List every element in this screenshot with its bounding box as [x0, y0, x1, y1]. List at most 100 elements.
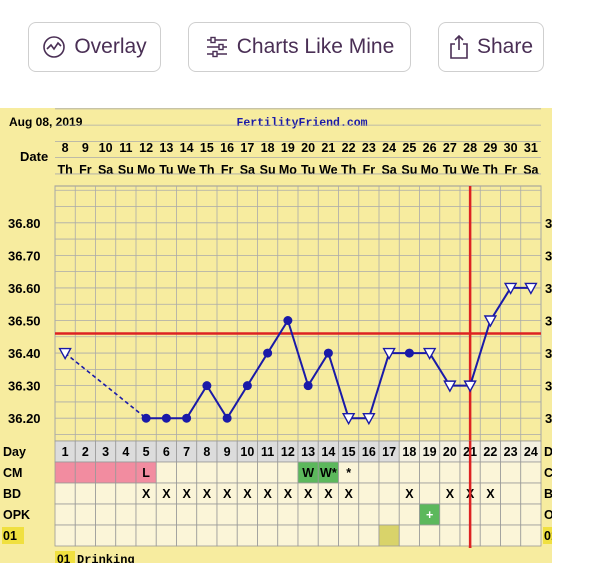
bd-cell[interactable] [95, 482, 117, 505]
temp-point-open[interactable] [422, 347, 437, 361]
r01-cell[interactable] [500, 524, 522, 547]
temp-point-open[interactable] [382, 347, 396, 361]
temp-point-open[interactable] [524, 282, 538, 295]
temp-point-open[interactable] [503, 282, 518, 295]
r01-cell[interactable] [520, 524, 542, 547]
r01-cell[interactable] [277, 524, 299, 547]
temp-point-open[interactable] [341, 413, 356, 426]
opk-cell[interactable] [277, 503, 299, 526]
bd-cell[interactable] [500, 482, 522, 505]
opk-cell[interactable] [317, 503, 339, 526]
temp-point[interactable] [141, 413, 151, 423]
bd-cell[interactable] [419, 482, 441, 505]
temp-point[interactable] [283, 316, 293, 325]
cm-cell[interactable] [398, 461, 420, 484]
temp-point-open[interactable] [443, 380, 457, 393]
cm-cell[interactable] [74, 461, 96, 484]
temp-point[interactable] [222, 413, 232, 423]
cm-cell[interactable] [439, 461, 461, 484]
opk-cell[interactable] [479, 503, 501, 526]
temp-point[interactable] [161, 413, 171, 423]
opk-cell[interactable] [520, 503, 542, 526]
bd-cell[interactable] [115, 482, 137, 505]
temp-point-open[interactable] [58, 347, 72, 361]
opk-cell[interactable] [338, 503, 360, 526]
temp-point[interactable] [182, 413, 192, 423]
opk-cell[interactable] [500, 503, 522, 526]
r01-cell[interactable] [155, 524, 177, 547]
opk-cell[interactable] [176, 503, 198, 526]
cm-cell[interactable] [378, 461, 400, 484]
temp-point[interactable] [263, 348, 273, 358]
r01-cell[interactable] [358, 524, 380, 547]
cm-cell[interactable] [115, 461, 137, 484]
opk-cell[interactable] [398, 503, 420, 526]
overlay-button[interactable]: Overlay [28, 22, 161, 72]
share-button[interactable]: Share [438, 22, 544, 72]
cm-cell[interactable] [500, 461, 522, 484]
temp-point-open[interactable] [483, 315, 498, 328]
r01-cell[interactable] [297, 524, 319, 547]
opk-cell[interactable] [54, 503, 76, 526]
bd-cell[interactable] [520, 482, 542, 505]
charts-like-mine-button[interactable]: Charts Like Mine [188, 22, 411, 72]
temp-point-open[interactable] [362, 413, 376, 426]
temp-point[interactable] [202, 381, 212, 391]
cm-cell[interactable] [419, 461, 441, 484]
r01-cell[interactable] [115, 524, 137, 547]
temp-point[interactable] [323, 348, 333, 358]
cm-cell[interactable] [236, 461, 258, 484]
weekday-label: We [177, 163, 196, 177]
temp-point-open[interactable] [463, 380, 477, 393]
opk-cell[interactable] [135, 503, 157, 526]
bd-cell[interactable] [358, 482, 380, 505]
opk-cell[interactable] [257, 503, 279, 526]
r01-cell[interactable] [176, 524, 198, 547]
r01-cell[interactable] [216, 524, 238, 547]
bd-cell[interactable] [54, 482, 76, 505]
r01-cell[interactable] [54, 524, 76, 547]
series-segment [226, 385, 249, 419]
opk-cell[interactable] [155, 503, 177, 526]
opk-cell[interactable] [378, 503, 400, 526]
r01-cell[interactable] [378, 524, 400, 547]
opk-cell[interactable] [216, 503, 238, 526]
cm-cell[interactable] [196, 461, 218, 484]
temp-point[interactable] [303, 381, 313, 391]
opk-cell[interactable] [439, 503, 461, 526]
opk-cell[interactable] [196, 503, 218, 526]
opk-cell[interactable] [297, 503, 319, 526]
cm-cell[interactable] [176, 461, 198, 484]
opk-cell[interactable] [74, 503, 96, 526]
r01-cell[interactable] [317, 524, 339, 547]
opk-cell[interactable] [236, 503, 258, 526]
opk-cell[interactable] [95, 503, 117, 526]
r01-cell[interactable] [257, 524, 279, 547]
cm-cell[interactable] [257, 461, 279, 484]
cm-cell[interactable] [216, 461, 238, 484]
fertilityfriend-link[interactable]: FertilityFriend.com [236, 117, 367, 130]
bd-cell[interactable] [74, 482, 96, 505]
r01-cell[interactable] [479, 524, 501, 547]
cm-cell[interactable] [155, 461, 177, 484]
r01-cell[interactable] [338, 524, 360, 547]
cm-cell[interactable] [479, 461, 501, 484]
opk-cell[interactable] [115, 503, 137, 526]
r01-cell[interactable] [135, 524, 157, 547]
cm-cell[interactable] [277, 461, 299, 484]
cm-cell[interactable] [54, 461, 76, 484]
opk-cell[interactable] [358, 503, 380, 526]
r01-cell[interactable] [196, 524, 218, 547]
cm-cell[interactable] [358, 461, 380, 484]
r01-cell[interactable] [439, 524, 461, 547]
r01-cell[interactable] [419, 524, 441, 547]
temp-point[interactable] [404, 348, 414, 358]
r01-cell[interactable] [236, 524, 258, 547]
temp-point[interactable] [242, 381, 252, 391]
cm-cell[interactable] [520, 461, 542, 484]
cm-cell[interactable] [95, 461, 117, 484]
r01-cell[interactable] [95, 524, 117, 547]
bd-cell[interactable] [378, 482, 400, 505]
r01-cell[interactable] [74, 524, 96, 547]
r01-cell[interactable] [398, 524, 420, 547]
